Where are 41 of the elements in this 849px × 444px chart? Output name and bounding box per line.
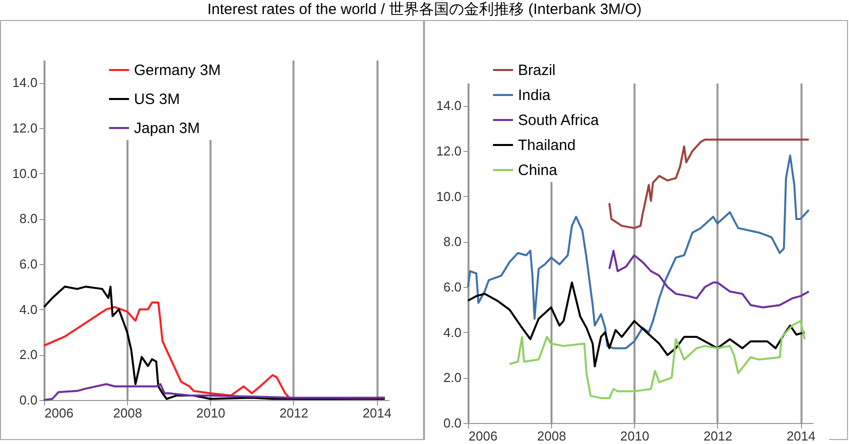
x-tick-label: 2006 <box>44 406 74 420</box>
legend-label: Brazil <box>518 62 556 79</box>
legend-label: South Africa <box>518 112 600 129</box>
y-tick-label: 2.0 <box>443 370 462 386</box>
y-tick-label: 4.0 <box>443 324 462 340</box>
x-tick-label: 2014 <box>786 428 816 444</box>
line-series <box>467 154 810 350</box>
x-tick-label: 2008 <box>537 428 566 444</box>
y-tick-label: 10.0 <box>436 188 462 204</box>
y-tick-label: 12.0 <box>436 144 462 158</box>
x-tick-label: 2012 <box>703 428 732 444</box>
line-series <box>43 383 386 401</box>
x-tick-label: 2010 <box>620 428 650 444</box>
x-tick-label: 2014 <box>362 406 392 420</box>
y-tick-label: 6.0 <box>443 280 462 294</box>
y-tick-label: 8.0 <box>443 234 462 250</box>
x-tick-label: 2010 <box>196 406 226 420</box>
legend-label: Thailand <box>518 137 576 154</box>
x-tick-label: 2006 <box>468 428 498 444</box>
legend-label: India <box>518 87 552 104</box>
y-tick-label: 12.0 <box>12 120 38 136</box>
x-tick-label: 2008 <box>113 406 142 420</box>
line-series <box>508 320 806 400</box>
y-tick-label: 0.0 <box>443 416 462 430</box>
y-tick-label: 6.0 <box>19 256 38 272</box>
legend-label: Germany 3M <box>134 62 221 79</box>
y-tick-label: 14.0 <box>436 98 462 114</box>
y-tick-label: 2.0 <box>19 347 38 362</box>
legend-label: US 3M <box>134 91 180 108</box>
y-tick-label: 8.0 <box>19 211 38 226</box>
y-tick-label: 14.0 <box>12 75 38 90</box>
line-series <box>467 281 806 368</box>
y-tick-label: 10.0 <box>12 166 38 181</box>
line-series <box>608 250 810 308</box>
legend-label: China <box>518 162 558 179</box>
y-tick-label: 0.0 <box>19 392 38 408</box>
legend-label: Japan 3M <box>134 120 200 137</box>
line-series <box>608 138 810 230</box>
y-tick-label: 4.0 <box>19 302 38 317</box>
x-tick-label: 2012 <box>279 406 308 420</box>
text: Interest rates of the world / 世界各国の金利推移 (Interbank 3M/O) <box>206 0 643 20</box>
